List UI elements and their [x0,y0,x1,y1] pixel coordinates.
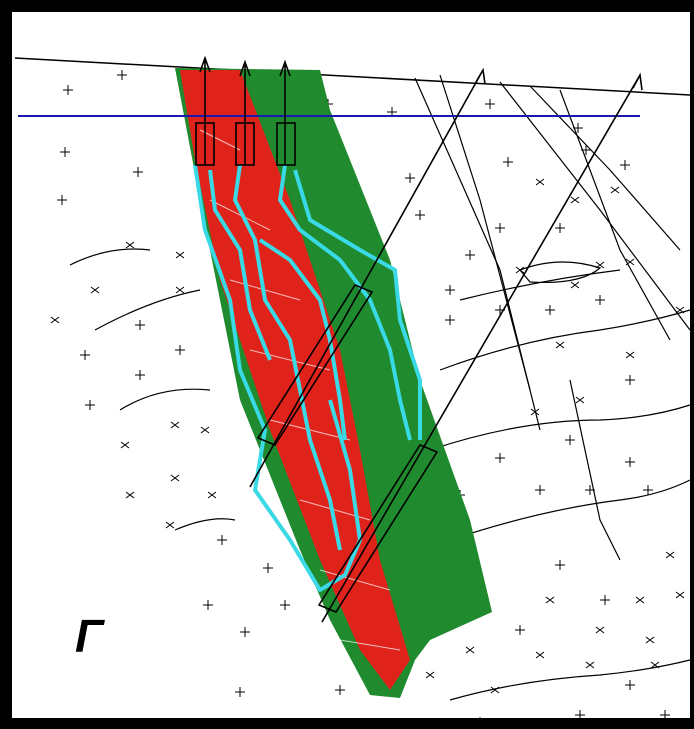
geologic-section: Г [0,0,694,729]
panel-label: Г [75,610,105,662]
